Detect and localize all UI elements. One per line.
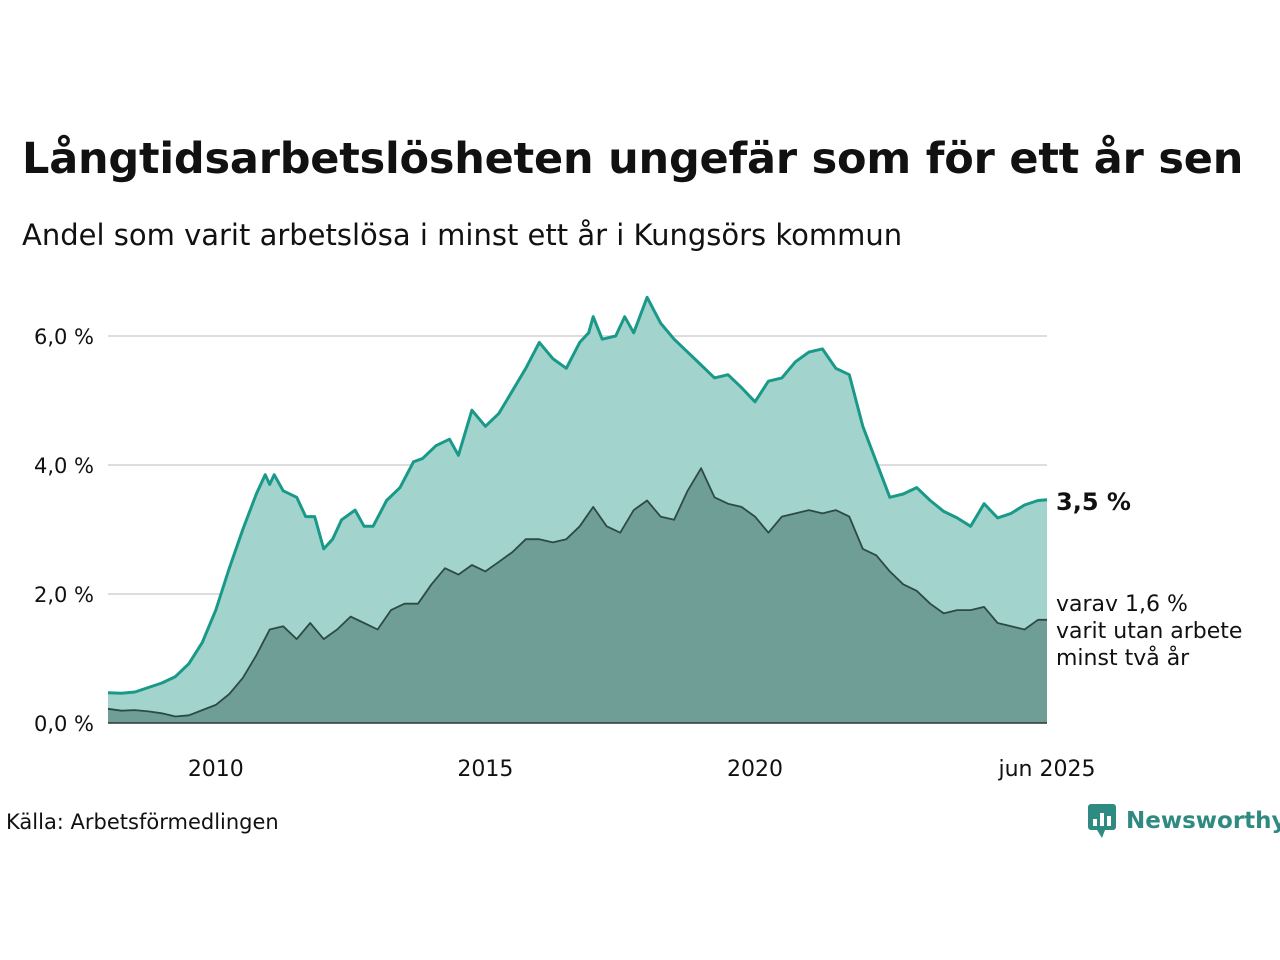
x-tick-label: 2020 xyxy=(727,757,783,782)
sub-label-line-2: varit utan arbete xyxy=(1056,619,1242,644)
newsworthy-chart-bubble-icon xyxy=(1088,804,1116,838)
x-axis-ticks: 2010 2015 2020 jun 2025 xyxy=(188,757,1096,782)
y-tick-label: 4,0 % xyxy=(34,454,94,478)
x-tick-label: 2010 xyxy=(188,757,244,782)
x-tick-label: jun 2025 xyxy=(998,757,1096,782)
chart-subtitle: Andel som varit arbetslösa i minst ett å… xyxy=(22,218,903,252)
end-value-label: 3,5 % xyxy=(1056,488,1131,516)
brand-logo: Newsworthy xyxy=(1088,804,1280,838)
y-tick-label: 0,0 % xyxy=(34,712,94,736)
line-two-years xyxy=(107,467,1047,718)
y-tick-label: 2,0 % xyxy=(34,583,94,607)
area-two-years xyxy=(108,468,1047,723)
line-total xyxy=(107,295,1048,695)
chart-title: Långtidsarbetslösheten ungefär som för e… xyxy=(22,134,1244,184)
y-axis-ticks: 0,0 % 2,0 % 4,0 % 6,0 % xyxy=(34,325,94,736)
x-tick-label: 2015 xyxy=(457,757,513,782)
sub-label-line-1: varav 1,6 % xyxy=(1056,592,1188,617)
brand-name: Newsworthy xyxy=(1126,808,1280,834)
y-tick-label: 6,0 % xyxy=(34,325,94,349)
sub-label-line-3: minst två år xyxy=(1056,645,1190,671)
source-note: Källa: Arbetsförmedlingen xyxy=(6,810,279,834)
